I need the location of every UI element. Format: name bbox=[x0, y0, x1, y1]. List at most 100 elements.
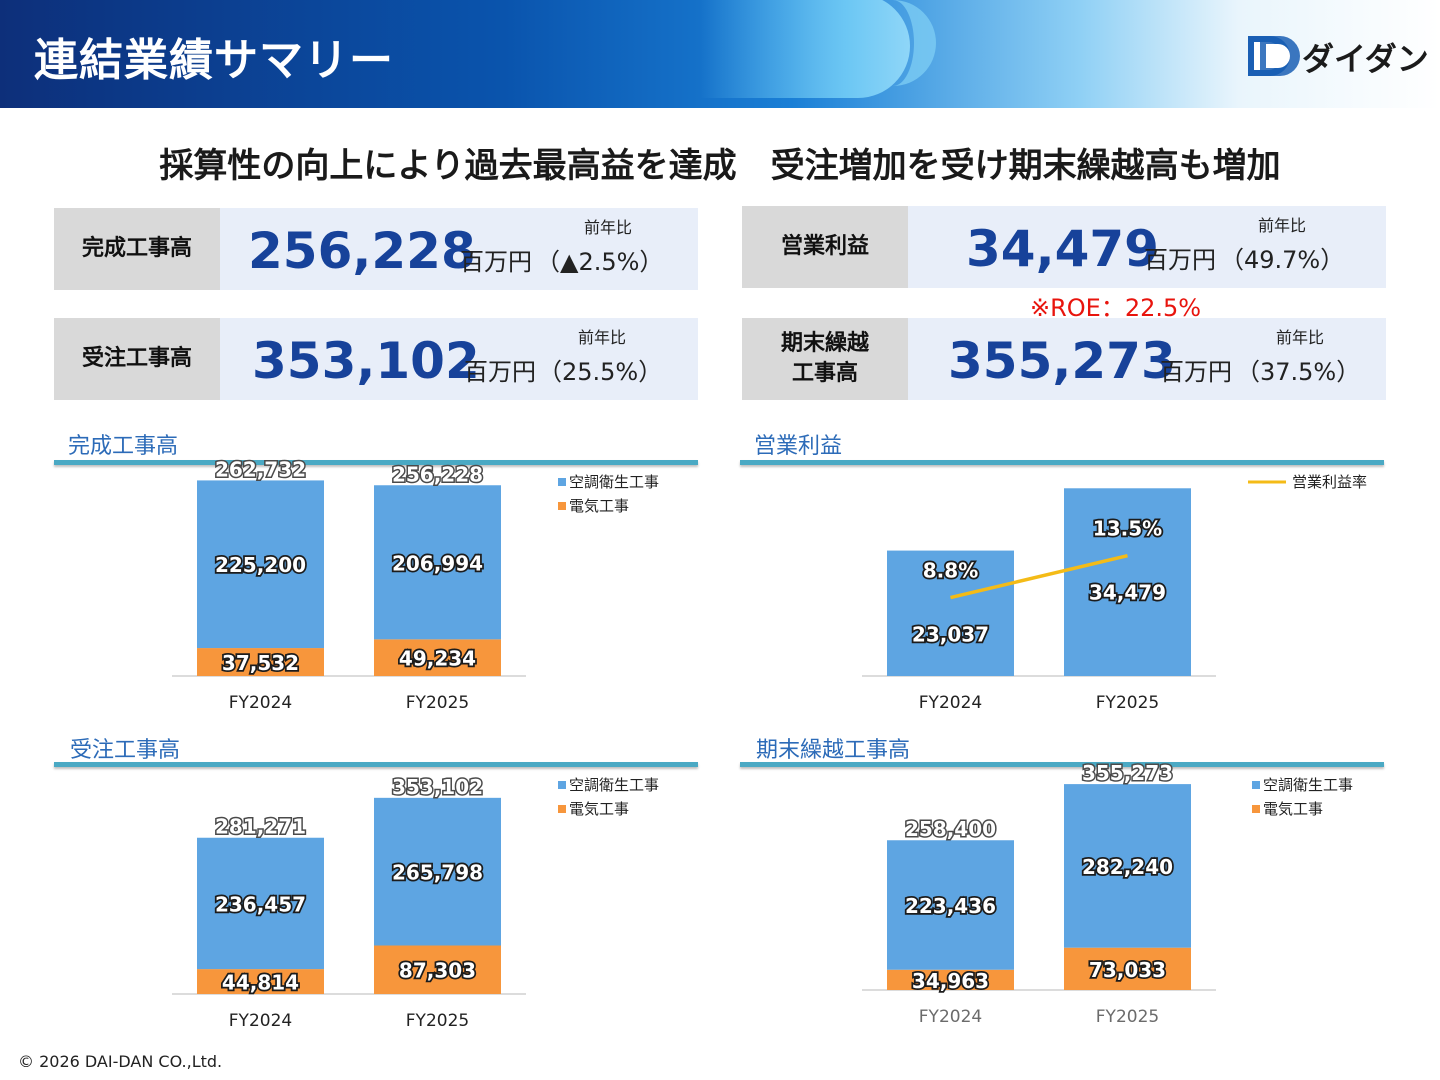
legend-swatch bbox=[1252, 805, 1260, 813]
kpi-backlog: 355,273 百万円 （37.5%） 前年比 bbox=[908, 318, 1386, 400]
kpi-yoy: （25.5%） bbox=[538, 358, 663, 386]
data-label-hvac: 265,798 bbox=[392, 861, 483, 885]
total-label: 262,732 bbox=[215, 457, 306, 481]
total-label: 281,271 bbox=[215, 815, 306, 839]
data-label-hvac: 223,436 bbox=[905, 894, 996, 918]
x-tick-label: FY2025 bbox=[406, 1011, 469, 1031]
data-label-electric: 34,963 bbox=[912, 969, 989, 993]
bar-electric bbox=[197, 969, 324, 994]
bar-electric bbox=[887, 969, 1014, 990]
kpi-yoy: （49.7%） bbox=[1220, 246, 1345, 274]
bar-operating-income bbox=[1064, 488, 1191, 676]
kpi-label-operating-income: 営業利益 bbox=[742, 206, 908, 288]
x-tick-label: FY2024 bbox=[919, 1007, 982, 1027]
daidan-logo-icon bbox=[1248, 36, 1300, 76]
x-tick-label: FY2025 bbox=[406, 693, 469, 713]
x-tick-label: FY2025 bbox=[1096, 693, 1159, 713]
roe-note: ※ROE：22.5% bbox=[1030, 294, 1202, 322]
data-label-hvac: 206,994 bbox=[392, 551, 483, 575]
data-label-margin: 13.5% bbox=[1093, 517, 1162, 541]
total-label: 256,228 bbox=[392, 462, 483, 486]
bar-hvac bbox=[197, 480, 324, 649]
section-title-operating-income: 営業利益 bbox=[754, 434, 843, 459]
kpi-yoy-label: 前年比 bbox=[578, 328, 627, 347]
bar-operating-income bbox=[887, 550, 1014, 676]
kpi-unit: 百万円 bbox=[1144, 246, 1216, 274]
bar-hvac bbox=[887, 840, 1014, 970]
legend-swatch bbox=[558, 502, 566, 510]
margin-line bbox=[950, 554, 1128, 600]
bar-hvac bbox=[374, 797, 501, 946]
header-banner bbox=[0, 0, 1440, 108]
legend-swatch bbox=[558, 478, 566, 486]
x-tick-label: FY2024 bbox=[229, 693, 292, 713]
data-label-hvac: 236,457 bbox=[215, 892, 306, 916]
kpi-yoy-label: 前年比 bbox=[1276, 328, 1325, 347]
total-label: 355,273 bbox=[1082, 761, 1173, 785]
section-divider bbox=[54, 460, 698, 465]
legend-swatch bbox=[558, 781, 566, 789]
x-tick-label: FY2024 bbox=[229, 1011, 292, 1031]
data-label-operating-income: 34,479 bbox=[1089, 581, 1166, 605]
bar-hvac bbox=[197, 837, 324, 970]
kpi-value: 355,273 bbox=[948, 332, 1176, 390]
kpi-unit: 百万円 bbox=[464, 358, 536, 386]
section-divider bbox=[740, 762, 1384, 767]
legend-swatch bbox=[1252, 781, 1260, 789]
section-title-backlog: 期末繰越工事高 bbox=[756, 738, 911, 763]
legend-entry: 空調衛生工事 bbox=[569, 473, 659, 491]
data-label-electric: 87,303 bbox=[399, 959, 476, 983]
section-title-orders: 受注工事高 bbox=[70, 738, 181, 763]
bar-electric bbox=[197, 648, 324, 676]
kpi-orders: 353,102 百万円 （25.5%） 前年比 bbox=[220, 318, 698, 400]
backlog-chart: 34,963 223,436 258,400 FY2024 73,033 282,240 3… bbox=[862, 760, 1353, 1027]
data-label-electric: 73,033 bbox=[1089, 958, 1166, 982]
x-tick-label: FY2024 bbox=[919, 693, 982, 713]
data-label-hvac: 225,200 bbox=[215, 553, 306, 577]
kpi-yoy-label: 前年比 bbox=[584, 218, 633, 237]
data-label-electric: 44,814 bbox=[222, 971, 299, 995]
kpi-label-orders: 受注工事高 bbox=[54, 318, 220, 400]
section-divider bbox=[54, 762, 698, 767]
bar-hvac bbox=[374, 485, 501, 640]
kpi-unit: 百万円 bbox=[460, 248, 532, 276]
completed-works-chart: 37,532 225,200 262,732 FY2024 49,234 206,994 2… bbox=[172, 456, 659, 713]
copyright-footer: © 2026 DAI-DAN CO.,Ltd. bbox=[18, 1052, 223, 1071]
data-label-electric: 49,234 bbox=[399, 647, 476, 671]
legend-entry: 空調衛生工事 bbox=[569, 776, 659, 794]
kpi-label-backlog: 期末繰越 工事高 bbox=[742, 318, 908, 400]
kpi-label-completed: 完成工事高 bbox=[54, 208, 220, 290]
operating-income-chart: 23,037 FY2024 34,479 FY2025 8.8% 13.5% 営業利益率 bbox=[862, 473, 1367, 713]
legend-entry: 電気工事 bbox=[569, 497, 629, 515]
bar-electric bbox=[374, 639, 501, 676]
bar-electric bbox=[374, 945, 501, 994]
total-label: 353,102 bbox=[392, 775, 483, 799]
header-arc-decoration-2 bbox=[860, 0, 936, 86]
x-tick-label: FY2025 bbox=[1096, 1007, 1159, 1027]
data-label-margin: 8.8% bbox=[923, 559, 978, 583]
kpi-yoy-label: 前年比 bbox=[1258, 216, 1307, 235]
legend-swatch bbox=[558, 805, 566, 813]
section-title-completed: 完成工事高 bbox=[68, 434, 179, 459]
legend-entry: 営業利益率 bbox=[1292, 473, 1367, 491]
section-divider bbox=[740, 460, 1384, 465]
legend-entry: 電気工事 bbox=[1263, 800, 1323, 818]
kpi-value: 353,102 bbox=[252, 332, 480, 390]
data-label-electric: 37,532 bbox=[222, 651, 299, 675]
logo-text: ダイダン bbox=[1302, 40, 1429, 78]
data-label-hvac: 282,240 bbox=[1082, 855, 1173, 879]
kpi-value: 256,228 bbox=[248, 222, 476, 280]
kpi-operating-income: 34,479 百万円 （49.7%） 前年比 bbox=[908, 206, 1386, 288]
legend-entry: 電気工事 bbox=[569, 800, 629, 818]
page-title: 連結業績サマリー bbox=[34, 35, 394, 86]
kpi-yoy: （37.5%） bbox=[1236, 358, 1361, 386]
kpi-unit: 百万円 bbox=[1160, 358, 1232, 386]
kpi-completed: 256,228 百万円 （▲2.5%） 前年比 bbox=[220, 208, 698, 290]
kpi-value: 34,479 bbox=[966, 220, 1159, 278]
bar-electric bbox=[1064, 947, 1191, 990]
kpi-yoy: （▲2.5%） bbox=[536, 248, 664, 276]
legend-entry: 空調衛生工事 bbox=[1263, 776, 1353, 794]
headline: 採算性の向上により過去最高益を達成 受注増加を受け期末繰越高も増加 bbox=[159, 146, 1281, 186]
bar-hvac bbox=[1064, 784, 1191, 948]
total-label: 258,400 bbox=[905, 817, 996, 841]
